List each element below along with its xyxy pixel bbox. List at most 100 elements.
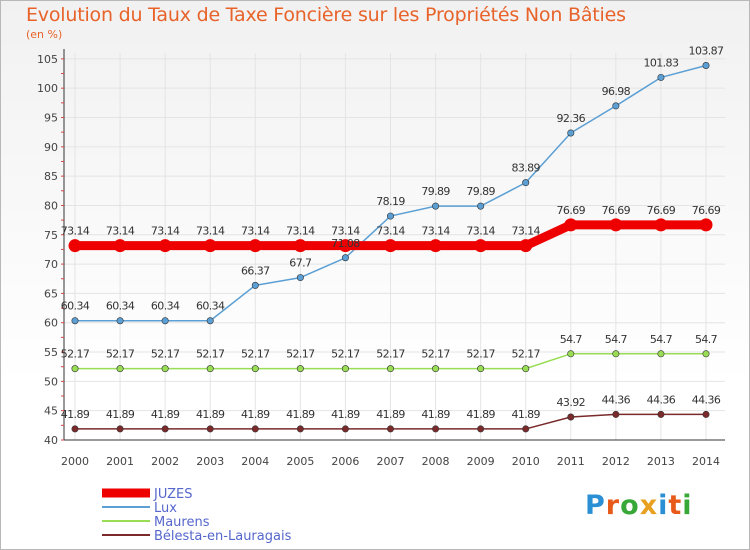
- data-point: [699, 218, 713, 232]
- data-label: 52.17: [196, 348, 225, 361]
- data-label: 41.89: [466, 408, 495, 421]
- data-label: 67.7: [289, 257, 312, 270]
- data-label: 41.89: [61, 408, 90, 421]
- data-label: 78.19: [376, 195, 405, 208]
- x-tick-label: 2006: [331, 455, 359, 468]
- data-label: 54.7: [695, 333, 718, 346]
- y-tick-label: 55: [44, 346, 58, 359]
- data-point: [702, 61, 710, 69]
- data-point: [702, 350, 710, 358]
- data-point: [657, 350, 665, 358]
- data-point: [477, 365, 485, 373]
- data-label: 96.98: [602, 85, 631, 98]
- data-point: [113, 239, 127, 253]
- data-label: 73.14: [376, 225, 405, 238]
- data-label: 41.89: [196, 408, 225, 421]
- y-tick-label: 65: [44, 287, 58, 300]
- y-tick-label: 80: [44, 199, 58, 212]
- data-label: 41.89: [241, 408, 270, 421]
- data-label: 52.17: [61, 348, 90, 361]
- chart-title: Evolution du Taux de Taxe Foncière sur l…: [26, 4, 626, 26]
- data-label: 52.17: [511, 348, 540, 361]
- data-label: 92.36: [557, 112, 586, 125]
- x-tick-label: 2005: [286, 455, 314, 468]
- data-label: 76.69: [647, 204, 676, 217]
- y-tick-label: 45: [44, 405, 58, 418]
- legend-label: Lux: [154, 501, 177, 516]
- data-point: [296, 365, 304, 373]
- data-label: 52.17: [466, 348, 495, 361]
- y-tick-label: 105: [37, 53, 58, 66]
- x-tick-label: 2008: [422, 455, 450, 468]
- data-point: [71, 425, 79, 433]
- data-point: [248, 239, 262, 253]
- data-label: 73.14: [106, 225, 135, 238]
- logo-letter: P: [585, 490, 606, 521]
- data-label: 60.34: [196, 300, 225, 313]
- x-tick-label: 2007: [377, 455, 405, 468]
- data-point: [432, 365, 440, 373]
- data-point: [386, 212, 394, 220]
- x-tick-label: 2010: [512, 455, 540, 468]
- x-tick-label: 2003: [196, 455, 224, 468]
- data-point: [567, 129, 575, 137]
- data-label: 60.34: [151, 300, 180, 313]
- data-label: 52.17: [421, 348, 450, 361]
- data-point: [702, 410, 710, 418]
- data-label: 83.89: [511, 162, 540, 175]
- data-label: 66.37: [241, 264, 270, 277]
- data-label: 41.89: [331, 408, 360, 421]
- data-label: 52.17: [376, 348, 405, 361]
- y-tick-label: 40: [44, 434, 58, 447]
- data-label: 73.14: [421, 225, 450, 238]
- data-point: [522, 365, 530, 373]
- logo-letter: o: [620, 490, 640, 521]
- data-point: [609, 218, 623, 232]
- grid-lines: [64, 53, 725, 441]
- data-label: 79.89: [466, 185, 495, 198]
- data-point: [341, 425, 349, 433]
- data-point: [654, 218, 668, 232]
- data-label: 41.89: [376, 408, 405, 421]
- data-label: 103.87: [689, 44, 724, 57]
- y-tick-label: 70: [44, 258, 58, 271]
- data-label: 73.14: [241, 225, 270, 238]
- data-label: 43.92: [557, 396, 586, 409]
- data-point: [429, 239, 443, 253]
- data-label: 60.34: [106, 300, 135, 313]
- data-point: [341, 254, 349, 262]
- data-label: 73.14: [151, 225, 180, 238]
- data-point: [432, 202, 440, 210]
- x-tick-label: 2012: [602, 455, 630, 468]
- data-label: 71.08: [331, 237, 360, 250]
- data-point: [567, 413, 575, 421]
- data-point: [657, 73, 665, 81]
- x-tick-label: 2014: [692, 455, 720, 468]
- data-label: 73.14: [331, 225, 360, 238]
- data-label: 44.36: [692, 393, 721, 406]
- data-point: [522, 179, 530, 187]
- x-tick-label: 2001: [106, 455, 134, 468]
- data-point: [203, 239, 217, 253]
- data-point: [161, 425, 169, 433]
- data-label: 41.89: [286, 408, 315, 421]
- data-labels: 73.14 73.14 73.14 73.14 73.14 73.14 73.14 73.14…: [61, 44, 725, 421]
- series-lines: [68, 61, 713, 433]
- x-tick-label: 2011: [557, 455, 585, 468]
- data-point: [338, 239, 352, 253]
- chart-unit-label: (en %): [26, 28, 63, 41]
- data-label: 52.17: [106, 348, 135, 361]
- data-point: [206, 425, 214, 433]
- data-label: 54.7: [560, 333, 583, 346]
- data-label: 60.34: [61, 300, 90, 313]
- data-point: [657, 410, 665, 418]
- data-label: 54.7: [650, 333, 673, 346]
- data-point: [251, 281, 259, 289]
- data-point: [251, 425, 259, 433]
- data-point: [296, 274, 304, 282]
- data-point: [68, 239, 82, 253]
- data-point: [293, 239, 307, 253]
- data-point: [477, 425, 485, 433]
- data-label: 44.36: [602, 393, 631, 406]
